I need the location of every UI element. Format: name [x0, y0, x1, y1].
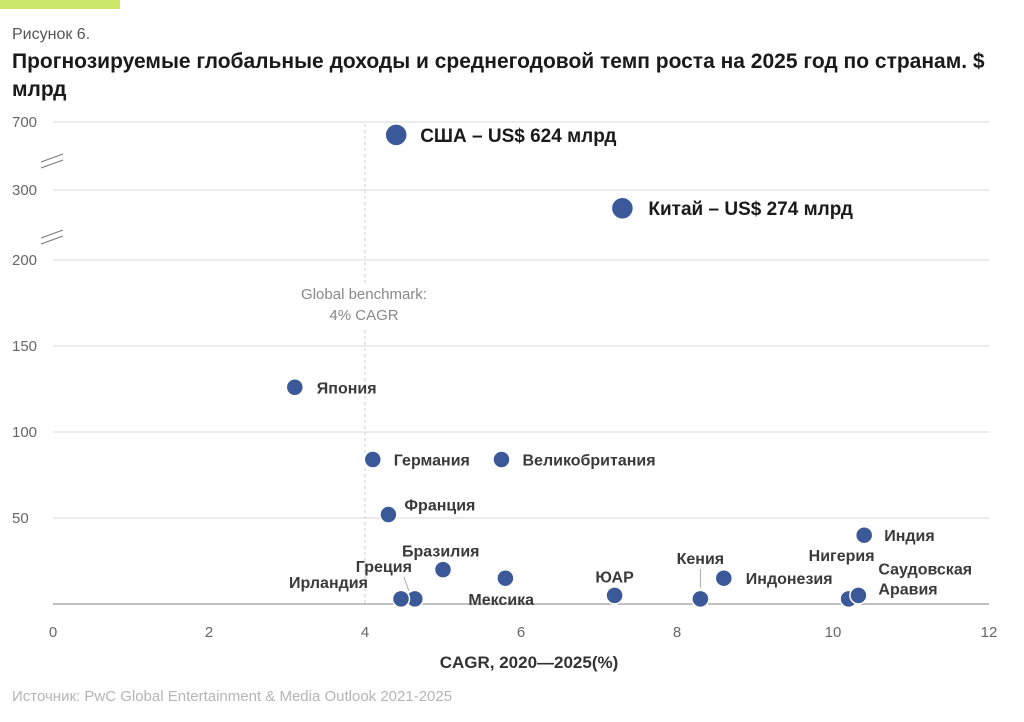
- axis-break-mask: [39, 231, 79, 241]
- y-tick-label: 150: [12, 338, 37, 355]
- data-point-marker: [496, 568, 515, 588]
- data-point-marker: [691, 589, 710, 609]
- y-tick-label: 300: [12, 182, 37, 199]
- data-point-marker: [391, 589, 411, 609]
- data-point-marker: [854, 525, 874, 545]
- data-point-label: Кения: [677, 551, 725, 568]
- figure-number: Рисунок 6.: [12, 26, 91, 43]
- axis-break-mark: [40, 229, 64, 239]
- data-point-label: Мексика: [468, 592, 534, 609]
- accent-bar: [0, 0, 120, 9]
- data-point-label: Франция: [404, 498, 475, 515]
- data-point-marker: [433, 560, 453, 579]
- data-point-label: Нигерия: [809, 548, 875, 565]
- y-tick-label: 50: [12, 510, 29, 527]
- data-point-marker: [384, 123, 408, 147]
- x-tick-label: 12: [981, 624, 998, 641]
- x-tick-label: 10: [825, 624, 842, 641]
- x-tick-label: 6: [517, 624, 525, 641]
- chart-title: Прогнозируемые глобальные доходы и средн…: [12, 50, 985, 101]
- source-note: Источник: PwC Global Entertainment & Med…: [12, 688, 453, 705]
- data-point-marker: [363, 450, 383, 469]
- data-point-label: Аравия: [878, 581, 937, 598]
- data-point-marker: [285, 378, 305, 397]
- data-point-label: Ирландия: [289, 575, 368, 592]
- data-point-label: Германия: [394, 453, 470, 470]
- data-point-marker: [605, 586, 624, 605]
- data-point-label: Саудовская: [878, 561, 972, 578]
- axis-break-mask: [39, 155, 79, 165]
- data-point-label: Китай – US$ 274 млрд: [648, 199, 853, 220]
- data-point-marker: [849, 586, 868, 605]
- leader-line: [403, 576, 410, 592]
- axis-break-mark: [40, 159, 64, 169]
- x-tick-label: 0: [49, 624, 57, 641]
- data-point-marker: [492, 450, 511, 469]
- data-point-marker: [610, 196, 635, 220]
- x-tick-label: 4: [361, 624, 369, 641]
- x-tick-label: 8: [673, 624, 681, 641]
- data-point-label: Великобритания: [523, 453, 656, 470]
- axis-break-mark: [40, 153, 64, 163]
- benchmark-label: Global benchmark:: [301, 286, 427, 303]
- y-tick-label: 100: [12, 424, 37, 441]
- data-point-label: ЮАР: [595, 569, 634, 586]
- data-point-marker: [714, 568, 734, 588]
- y-tick-label: 200: [12, 252, 37, 269]
- data-point-label: Индонезия: [746, 571, 833, 588]
- data-point-label: Индия: [884, 528, 935, 545]
- data-point-label: Бразилия: [402, 544, 480, 561]
- x-axis-label: CAGR, 2020—2025(%): [440, 653, 619, 672]
- axis-break-mark: [40, 235, 64, 245]
- data-point-marker: [379, 505, 398, 524]
- data-point-label: Япония: [317, 380, 377, 397]
- data-point-label: США – US$ 624 млрд: [420, 126, 616, 147]
- x-tick-label: 2: [205, 624, 213, 641]
- benchmark-label: 4% CAGR: [329, 307, 398, 324]
- data-point-label: Греция: [356, 559, 412, 576]
- y-tick-label: 700: [12, 114, 37, 131]
